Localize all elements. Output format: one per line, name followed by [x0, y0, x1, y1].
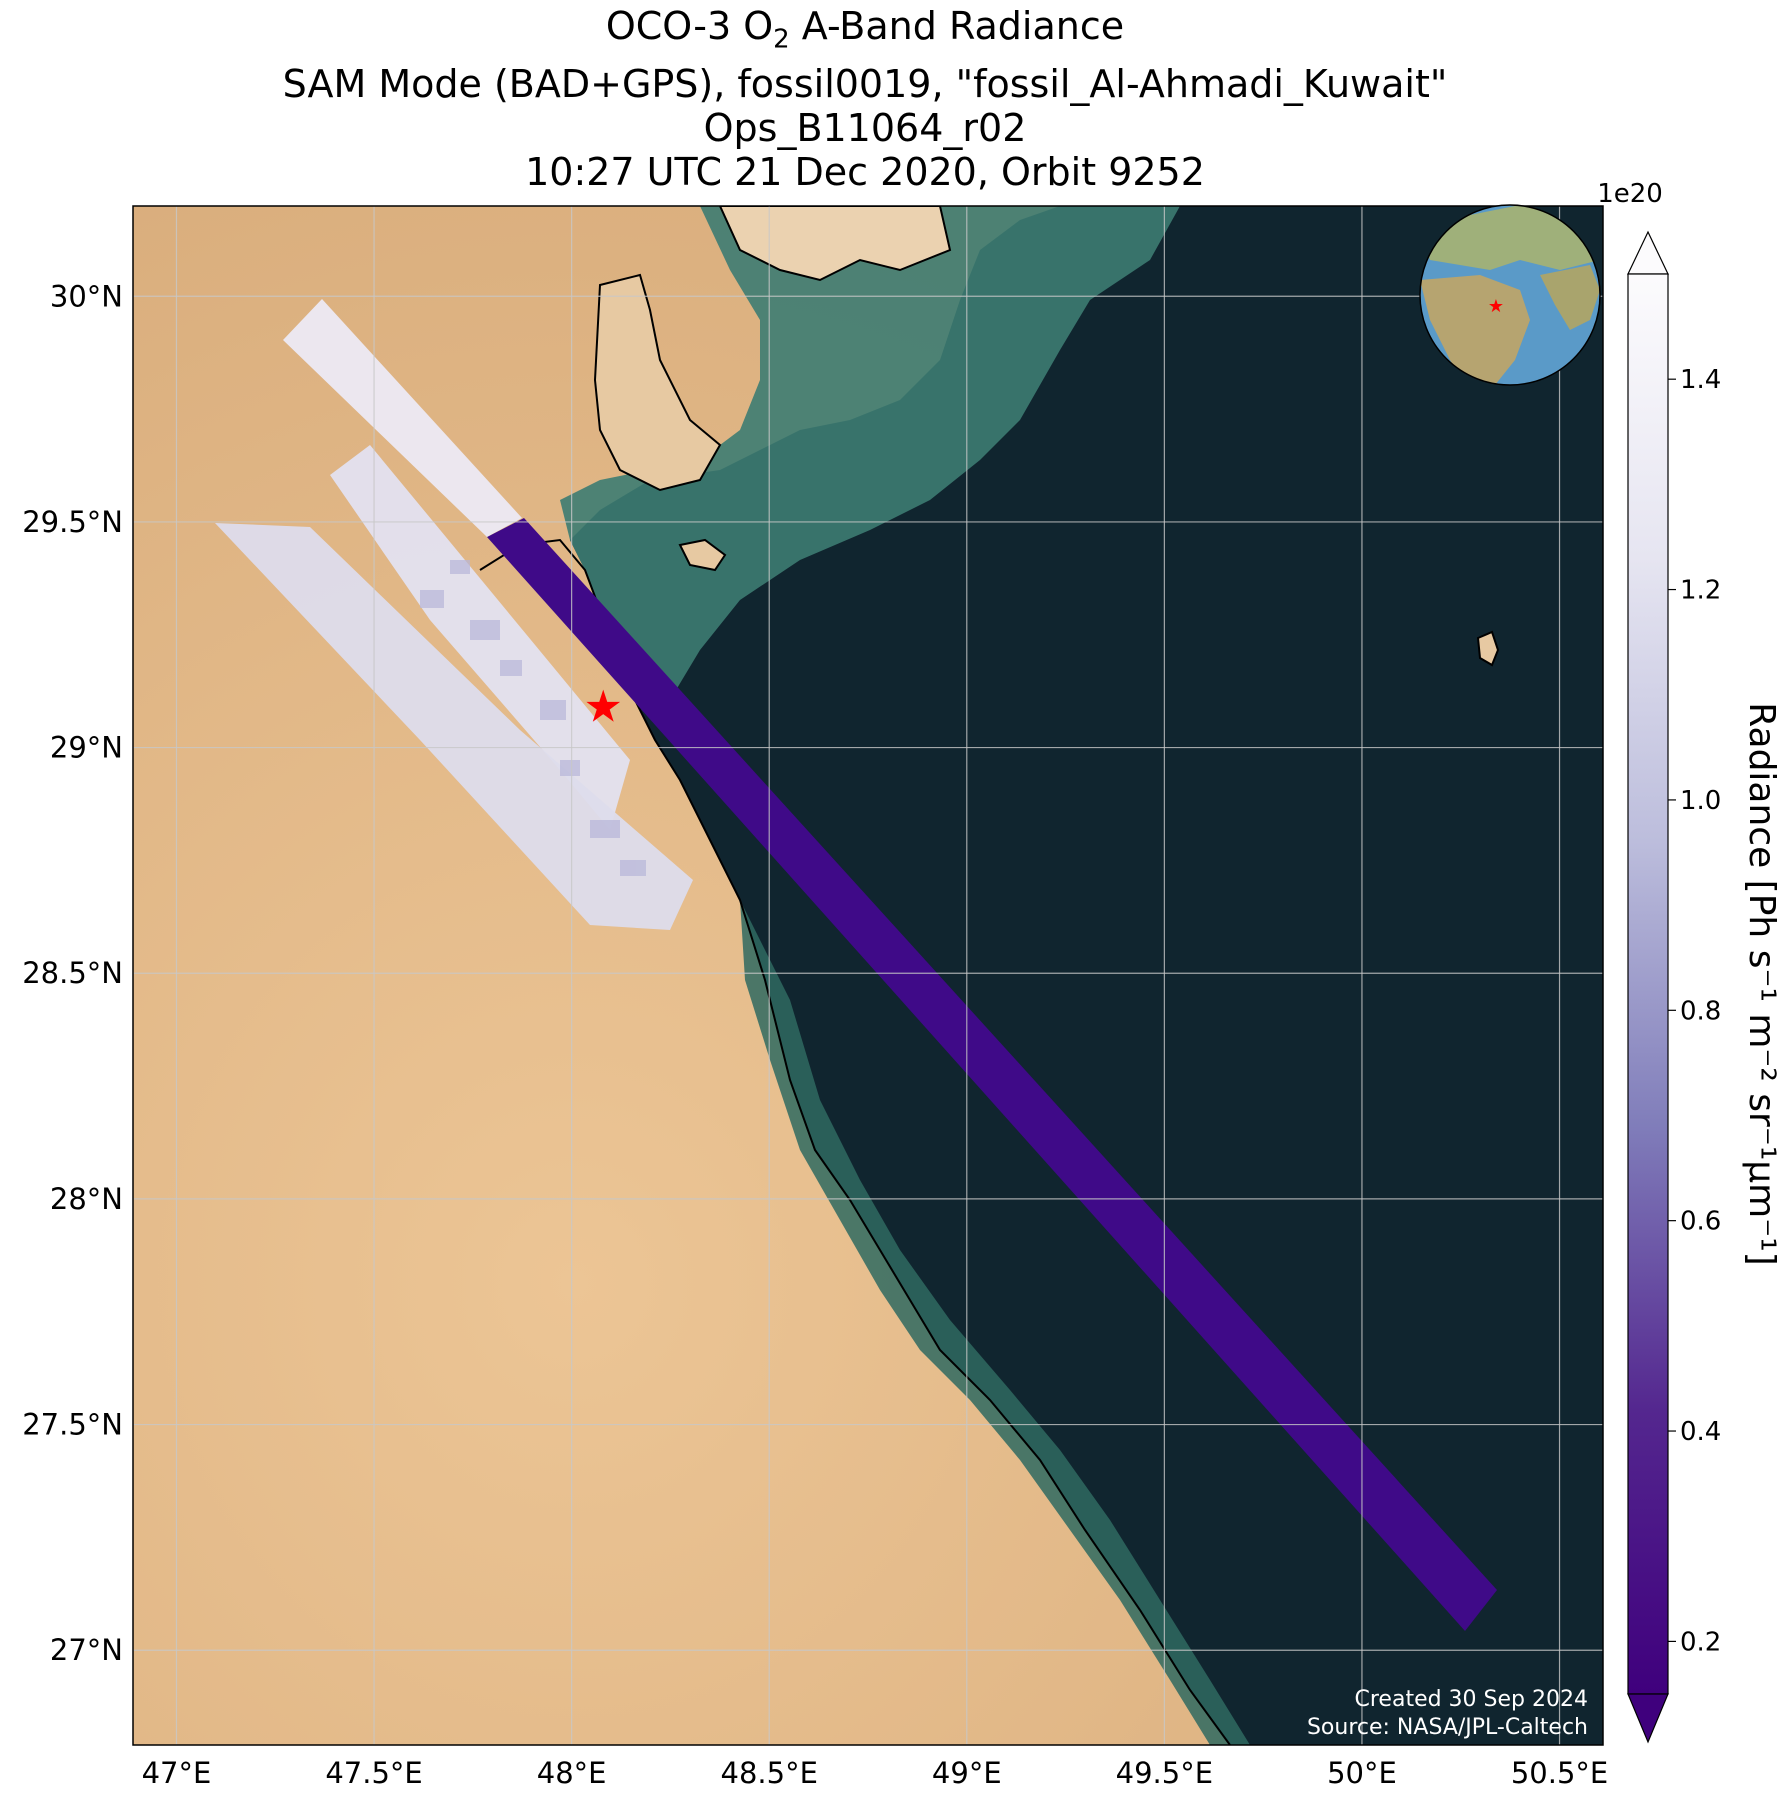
colorbar-extend-top: [1627, 230, 1669, 275]
swath-land-north: [283, 299, 522, 537]
colorbar-label: Radiance [Ph s⁻¹ m⁻² sr⁻¹μm⁻¹]: [1741, 702, 1782, 1265]
lon-tick-label: 50°E: [1327, 1756, 1397, 1790]
target-marker-star: ★: [584, 681, 623, 732]
credit-source: Source: NASA/JPL-Caltech: [1307, 1715, 1588, 1740]
colorbar-tick-label: 1.0: [1680, 786, 1721, 816]
colorbar-extend-bottom: [1627, 1693, 1669, 1744]
lon-tick-label: 47.5°E: [325, 1756, 422, 1790]
plot-title: OCO-3 O2 A-Band Radiance SAM Mode (BAD+G…: [130, 4, 1600, 194]
lon-tick-label: 49.5°E: [1116, 1756, 1213, 1790]
lon-tick-label: 50.5°E: [1511, 1756, 1608, 1790]
latitude-tick-labels: 30°N 29.5°N 29°N 28.5°N 28°N 27.5°N 27°N: [22, 279, 123, 1667]
colorbar-tick-label: 0.4: [1680, 1417, 1721, 1447]
lat-tick-label: 28°N: [50, 1182, 123, 1216]
lon-tick-label: 48°E: [537, 1756, 607, 1790]
inset-globe: ★: [1419, 204, 1601, 386]
gulf-water: [570, 206, 1603, 1745]
colorbar-tick-label: 0.6: [1680, 1207, 1721, 1237]
northern-delta: [718, 206, 952, 282]
small-island: [1476, 630, 1500, 667]
colorbar: 0.2 0.4 0.6 0.8 1.0 1.2 1.4 1e20 Radiance [Ph …: [1597, 179, 1782, 1744]
credit-created: Created 30 Sep 2024: [1355, 1687, 1589, 1712]
failaka-island: [678, 538, 727, 572]
colorbar-multiplier: 1e20: [1597, 179, 1663, 209]
lat-tick-label: 27.5°N: [22, 1408, 123, 1442]
lon-tick-label: 48.5°E: [721, 1756, 818, 1790]
title-line-4: 10:27 UTC 21 Dec 2020, Orbit 9252: [525, 149, 1205, 194]
colorbar-tick-label: 1.4: [1680, 365, 1721, 395]
shallow-water: [560, 206, 1180, 700]
map-frame: [132, 205, 1604, 1746]
globe-europe-land: [1420, 205, 1600, 270]
lon-tick-label: 47°E: [142, 1756, 212, 1790]
title-line-3: Ops_B11064_r02: [703, 105, 1027, 150]
globe-asia-land: [1540, 265, 1600, 330]
lat-tick-label: 27°N: [50, 1633, 123, 1667]
swath-land-south: [215, 523, 693, 930]
globe-africa-land: [1420, 275, 1530, 385]
radiance-patches: [420, 560, 646, 876]
gridlines: [133, 206, 1603, 1745]
colorbar-tick-label: 1.2: [1680, 576, 1721, 606]
colorbar-ticks: 0.2 0.4 0.6 0.8 1.0 1.2 1.4: [1668, 365, 1721, 1657]
globe-marker-star: ★: [1488, 296, 1504, 317]
lat-tick-label: 29.5°N: [22, 505, 123, 539]
colorbar-tick-label: 0.8: [1680, 996, 1721, 1026]
title-line-1: OCO-3 O2 A-Band Radiance: [605, 4, 1125, 55]
map-panel: [133, 206, 1603, 1745]
lat-tick-label: 29°N: [50, 731, 123, 765]
lat-tick-label: 30°N: [50, 279, 123, 313]
title-line-2: SAM Mode (BAD+GPS), fossil0019, "fossil_…: [282, 61, 1448, 106]
colorbar-tick-label: 0.2: [1680, 1627, 1721, 1657]
longitude-tick-labels: 47°E 47.5°E 48°E 48.5°E 49°E 49.5°E 50°E 50.5°E: [142, 1756, 1609, 1790]
lat-tick-label: 28.5°N: [22, 956, 123, 990]
lon-tick-label: 49°E: [932, 1756, 1002, 1790]
bubiyan-island: [593, 273, 722, 492]
swath-water: [487, 518, 1497, 1631]
colorbar-body: [1627, 273, 1669, 1695]
